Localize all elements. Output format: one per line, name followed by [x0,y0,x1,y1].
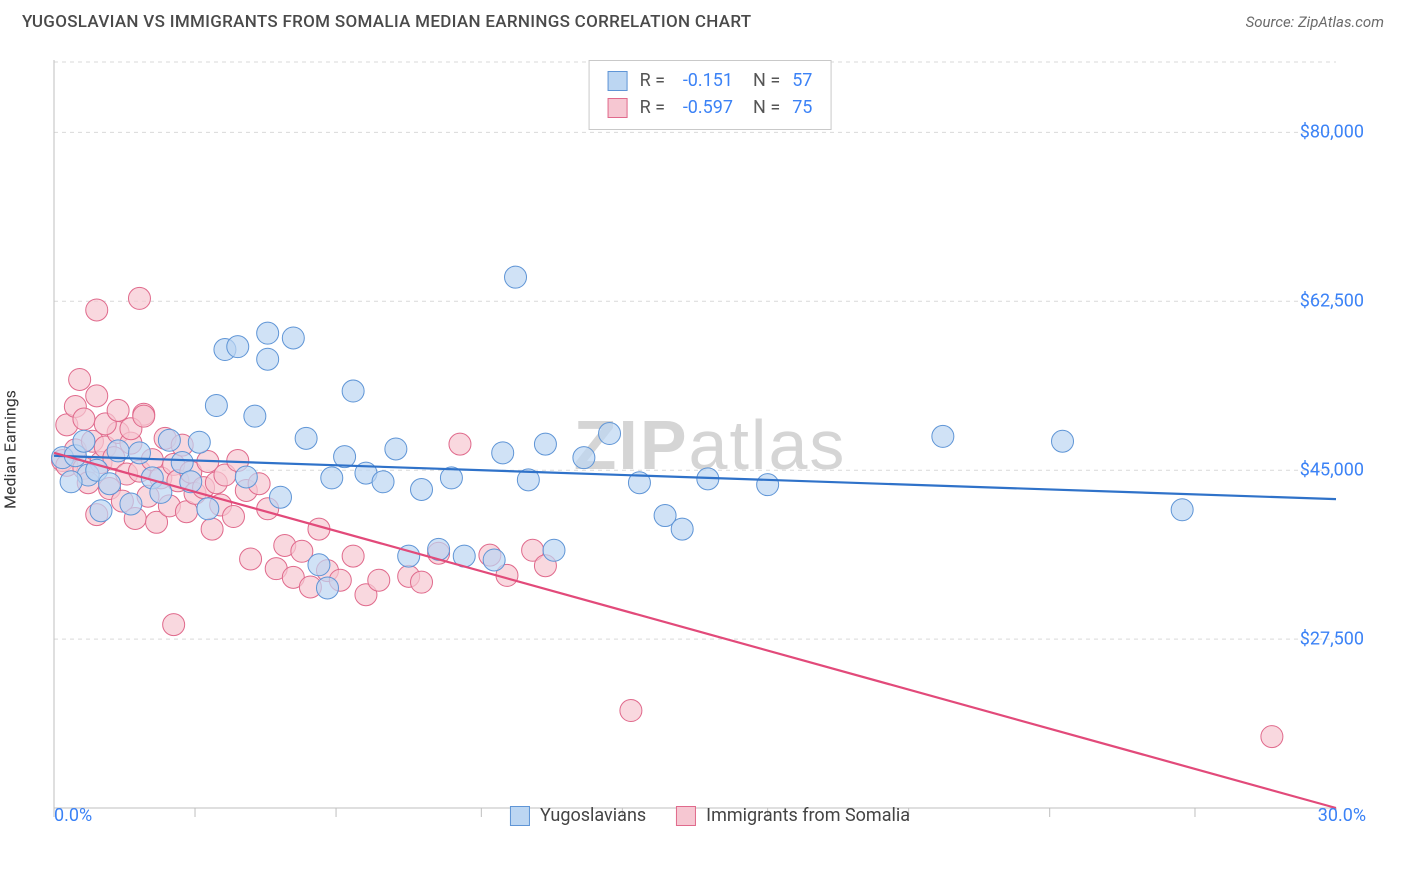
data-point [483,549,505,571]
trend-line [54,453,1336,808]
data-point [932,425,954,447]
y-tick-label: $27,500 [1300,629,1364,650]
data-point [197,498,219,520]
y-tick-label: $45,000 [1300,460,1364,481]
data-point [1052,430,1074,452]
data-point [620,700,642,722]
data-point [316,577,338,599]
stat-r-label: R = [640,67,665,94]
data-point [107,399,129,421]
header: YUGOSLAVIAN VS IMMIGRANTS FROM SOMALIA M… [0,0,1406,40]
data-point [171,451,193,473]
legend-label: Yugoslavians [540,805,646,826]
data-point [342,545,364,567]
data-point [99,473,121,495]
data-point [1261,726,1283,748]
data-point [73,430,95,452]
legend-item: Yugoslavians [510,805,646,826]
data-point [671,518,693,540]
data-point [240,548,262,570]
data-point [543,539,565,561]
data-point [269,486,291,508]
legend-swatch [608,98,628,118]
chart-area: ZIPatlas R = -0.151 N = 57 R = -0.597 N … [50,60,1370,830]
data-point [73,408,95,430]
data-point [282,327,304,349]
y-axis-label: Median Earnings [1,390,20,509]
data-point [411,571,433,593]
stat-n-label: N = [753,94,780,121]
chart-title: YUGOSLAVIAN VS IMMIGRANTS FROM SOMALIA M… [22,12,751,32]
data-point [368,569,390,591]
legend-swatch [608,71,628,91]
data-point [86,385,108,407]
data-point [1171,499,1193,521]
stat-r-label: R = [640,94,665,121]
data-point [227,336,249,358]
data-point [257,348,279,370]
data-point [235,466,257,488]
data-point [188,431,210,453]
data-point [308,554,330,576]
legend-swatch [510,806,530,826]
data-point [86,299,108,321]
data-point [120,493,142,515]
data-point [244,405,266,427]
stat-r-value: -0.151 [677,67,733,94]
data-point [257,322,279,344]
data-point [133,405,155,427]
legend-item: Immigrants from Somalia [676,805,910,826]
data-point [69,368,91,390]
data-point [222,506,244,528]
stats-row: R = -0.151 N = 57 [608,67,813,94]
legend-swatch [676,806,696,826]
data-point [158,429,180,451]
x-axis-min-label: 0.0% [54,805,92,826]
y-tick-label: $80,000 [1300,122,1364,143]
data-point [411,478,433,500]
data-point [128,287,150,309]
y-tick-label: $62,500 [1300,291,1364,312]
data-point [534,433,556,455]
data-point [163,614,185,636]
data-point [321,467,343,489]
data-point [599,423,621,445]
stat-r-value: -0.597 [677,94,733,121]
legend: Yugoslavians Immigrants from Somalia [510,805,910,826]
data-point [372,471,394,493]
data-point [90,500,112,522]
data-point [573,447,595,469]
stats-box: R = -0.151 N = 57 R = -0.597 N = 75 [589,60,832,130]
data-point [385,438,407,460]
x-axis-max-label: 30.0% [1318,805,1366,826]
stats-row: R = -0.597 N = 75 [608,94,813,121]
stat-n-value: 57 [792,67,812,94]
stat-n-label: N = [753,67,780,94]
stat-n-value: 75 [792,94,812,121]
source-attribution: Source: ZipAtlas.com [1246,13,1384,31]
data-point [295,427,317,449]
data-point [205,395,227,417]
data-point [128,442,150,464]
scatter-plot [50,60,1370,830]
data-point [201,518,223,540]
data-point [492,442,514,464]
data-point [449,433,471,455]
legend-label: Immigrants from Somalia [706,805,910,826]
data-point [757,474,779,496]
data-point [342,380,364,402]
data-point [505,266,527,288]
data-point [60,471,82,493]
